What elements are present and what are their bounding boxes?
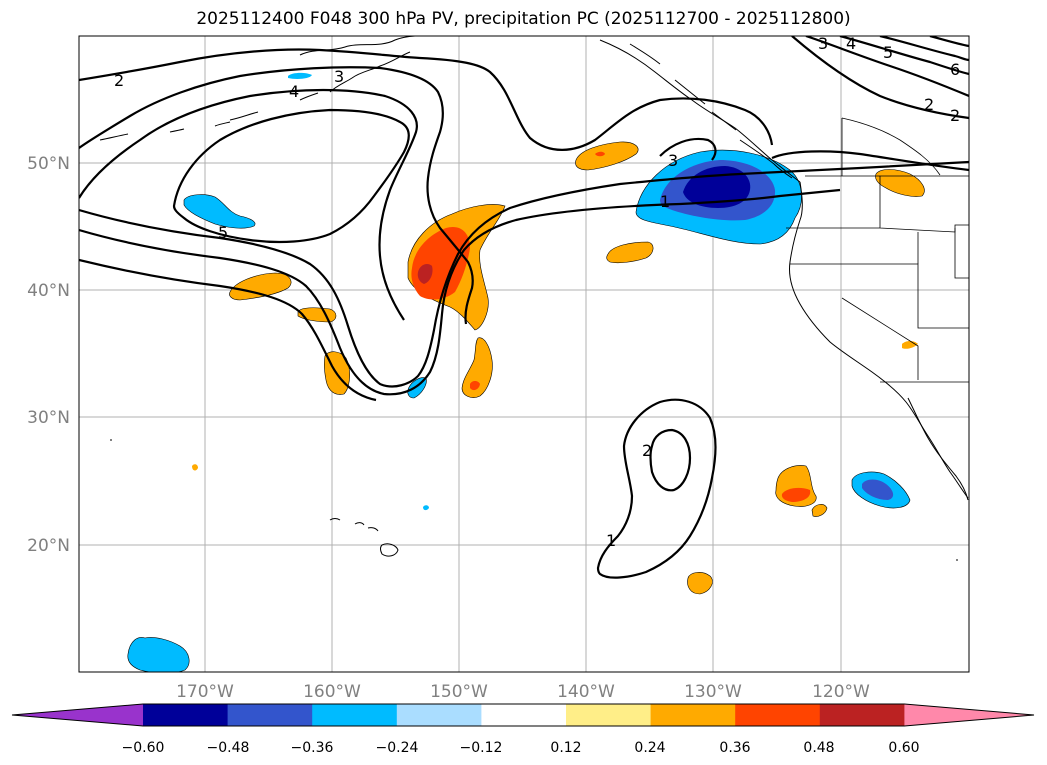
pv-contour-2-outer [79, 48, 969, 172]
lon-label: 170°W [176, 682, 234, 702]
lon-label: 160°W [303, 682, 361, 702]
precip-blob-positive-tiny [192, 464, 198, 471]
precip-blob-positive-s1 [461, 337, 493, 398]
pv-contour-3-ne [805, 36, 969, 98]
precip-blob-negative-nw2 [288, 72, 312, 79]
precip-blob-negative-tiny [423, 505, 429, 511]
lat-label: 20°N [27, 536, 70, 556]
colorbar-segment [650, 704, 736, 726]
contour-label: 2 [642, 441, 652, 460]
contour-label: 2 [924, 95, 934, 114]
lat-label: 30°N [27, 408, 70, 428]
colorbar-outline [11, 703, 1035, 727]
precip-blob-positive-n-core [595, 151, 605, 157]
lon-label: 130°W [684, 682, 742, 702]
pv-contour-5 [172, 108, 410, 244]
latitude-labels: 50°N 40°N 30°N 20°N [27, 154, 70, 556]
colorbar-tick-label: 0.36 [719, 740, 750, 756]
precip-blob-positive-w1 [229, 272, 292, 301]
contour-label: 4 [846, 34, 856, 53]
pv-contour-4-ne [839, 36, 969, 76]
contour-label: 3 [668, 151, 678, 170]
colorbar-segment [227, 704, 313, 726]
map-frame [78, 35, 970, 673]
map-plot-area: 2 3 4 5 1 3 2 3 4 5 6 2 2 1 [79, 34, 969, 672]
colorbar-segment [12, 704, 143, 726]
colorbar-tick-label: 0.60 [888, 740, 919, 756]
lon-label: 140°W [557, 682, 615, 702]
precip-blob-positive-inland2 [902, 341, 918, 349]
colorbar-tick-label: 0.24 [634, 740, 665, 756]
pv-contour-2-trough [79, 188, 841, 396]
longitude-labels: 170°W 160°W 150°W 140°W 130°W 120°W [176, 682, 870, 702]
precip-blob-positive-s2 [687, 572, 713, 595]
colorbar-segment [735, 704, 821, 726]
contour-label: 1 [660, 192, 670, 211]
precip-blob-positive-inland [875, 169, 925, 197]
pv-contour-3-trough [79, 258, 377, 402]
colorbar-tick-label: 0.48 [803, 740, 834, 756]
precip-blob-positive-s1-core [470, 381, 480, 391]
pv-contour-5-ne [879, 36, 969, 62]
gridlines [79, 36, 969, 672]
colorbar-tick-labels: −0.60 −0.48 −0.36 −0.24 −0.12 0.12 0.24 … [122, 740, 920, 756]
colorbar-segment [312, 704, 398, 726]
pv-contour-1-subtropical [596, 398, 717, 579]
colorbar: −0.60 −0.48 −0.36 −0.24 −0.12 0.12 0.24 … [11, 703, 1035, 756]
precip-blob-positive-central-core [417, 264, 433, 284]
colorbar-segment [904, 704, 1034, 726]
colorbar-segment [396, 704, 482, 726]
contour-label: 3 [334, 67, 344, 86]
colorbar-segment [481, 704, 567, 726]
colorbar-tick-label: −0.36 [291, 740, 334, 756]
colorbar-tick-label: −0.60 [122, 740, 165, 756]
colorbar-segment [566, 704, 652, 726]
precip-blob-positive-se2 [811, 504, 828, 517]
pv-contour-6-ne [929, 36, 969, 48]
colorbar-tick-label: 0.12 [550, 740, 581, 756]
colorbar-segment [143, 704, 229, 726]
lon-label: 120°W [812, 682, 870, 702]
contour-label: 5 [883, 43, 893, 62]
pv-contour-3-nw [659, 137, 717, 161]
contour-label: 6 [950, 60, 960, 79]
map-title: 2025112400 F048 300 hPa PV, precipitatio… [196, 9, 851, 29]
contour-label: 2 [950, 106, 960, 125]
coastlines [99, 36, 969, 561]
pv-contour-3 [79, 66, 474, 325]
colorbar-tick-label: −0.24 [376, 740, 419, 756]
contour-label: 5 [218, 223, 228, 242]
contour-label: 3 [818, 34, 828, 53]
precip-blob-negative-w [183, 194, 256, 229]
contour-label: 4 [289, 82, 299, 101]
precip-blob-positive-n [575, 141, 639, 171]
precip-blob-negative-se-core [862, 479, 894, 500]
pv-contour-2-ne [791, 36, 969, 120]
precip-blob-positive-mid-ocean [606, 241, 654, 264]
pv-contour-4 [79, 88, 418, 321]
colorbar-tick-label: −0.48 [207, 740, 250, 756]
colorbar-tick-label: −0.12 [460, 740, 503, 756]
lon-label: 150°W [430, 682, 488, 702]
contour-labels: 2 3 4 5 1 3 2 3 4 5 6 2 2 1 [114, 34, 960, 550]
pv-contour-1-trough [79, 160, 969, 388]
pv-contour-2-subtropical [649, 428, 692, 492]
precip-blob-positive-se-core [781, 487, 811, 502]
colorbar-segments [11, 703, 1035, 727]
colorbar-segment [819, 704, 905, 726]
pv-contours [79, 36, 969, 579]
precip-blob-negative-sw [127, 637, 190, 672]
contour-label: 2 [114, 71, 124, 90]
contour-label: 1 [606, 531, 616, 550]
lat-label: 50°N [27, 154, 70, 174]
lat-label: 40°N [27, 281, 70, 301]
